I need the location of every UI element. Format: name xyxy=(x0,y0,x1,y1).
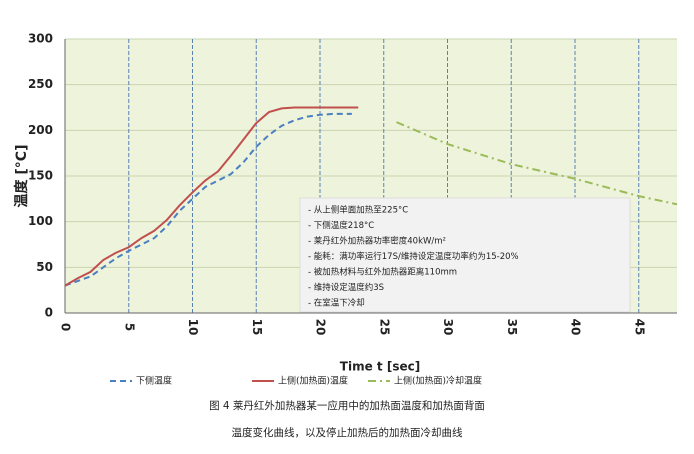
legend-label: 上侧(加热面)温度 xyxy=(278,375,348,387)
annotation: - 在室温下冷却 xyxy=(308,298,365,309)
y-tick-label: 300 xyxy=(28,32,53,46)
series-line xyxy=(64,106,359,287)
annotation: - 能耗：满功率运行17S/维持设定温度功率约为15-20% xyxy=(308,251,519,262)
x-tick-label: 25 xyxy=(377,319,391,336)
x-tick-label: 0 xyxy=(59,323,73,331)
annotation: - 被加热材料与红外加热器距离110mm xyxy=(308,267,457,278)
annotation: - 从上侧单面加热至225°C xyxy=(308,205,408,216)
legend-label: 下侧温度 xyxy=(136,375,172,387)
x-tick-label: 40 xyxy=(569,319,583,336)
annotation: - 莱丹红外加热器功率密度40kW/m² xyxy=(308,236,446,247)
annotation-box xyxy=(299,197,631,313)
series-line xyxy=(64,112,352,287)
x-tick-label: 15 xyxy=(250,319,264,336)
x-tick-label: 20 xyxy=(314,319,328,336)
annotation: - 维持设定温度约3S xyxy=(308,282,384,293)
legend-label: 上侧(加热面)冷却温度 xyxy=(394,375,482,387)
y-tick-label: 0 xyxy=(45,306,53,320)
y-tick-label: 200 xyxy=(28,123,53,137)
x-tick-label: 10 xyxy=(186,319,200,336)
y-axis-label: 温度 [°C] xyxy=(13,145,30,208)
y-tick-label: 250 xyxy=(28,77,53,91)
x-tick-label: 30 xyxy=(441,319,455,336)
annotation: - 下侧温度218°C xyxy=(308,220,374,231)
x-tick-label: 45 xyxy=(632,319,646,336)
y-tick-label: 50 xyxy=(36,260,53,274)
y-tick-label: 100 xyxy=(28,214,53,228)
x-axis-label: Time t [sec] xyxy=(340,360,420,374)
x-tick-label: 5 xyxy=(122,323,136,331)
y-tick-label: 150 xyxy=(28,169,53,183)
caption: 温度变化曲线，以及停止加热后的加热面冷却曲线 xyxy=(232,426,463,439)
x-tick-label: 35 xyxy=(505,319,519,336)
caption: 图 4 莱丹红外加热器某一应用中的加热面温度和加热面背面 xyxy=(209,399,485,412)
